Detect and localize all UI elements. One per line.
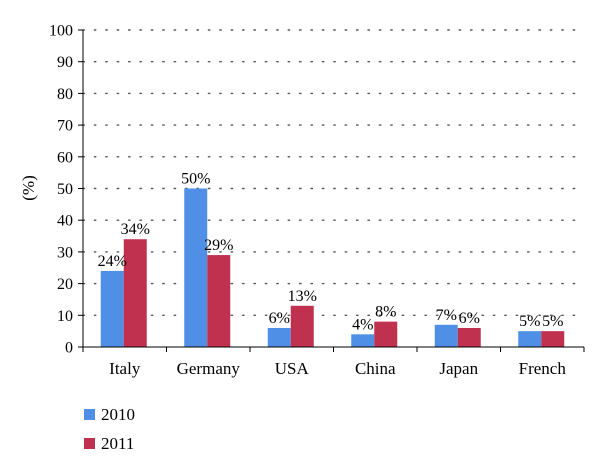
legend-swatch-2010 (84, 409, 95, 420)
data-label-2010-italy: 24% (98, 253, 127, 270)
y-tick-label-60: 60 (57, 149, 73, 166)
bar-2011-usa (290, 305, 314, 347)
bar-2010-china (351, 334, 375, 347)
bar-2011-germany (207, 255, 231, 347)
y-tick-label-90: 90 (57, 54, 73, 71)
y-tick-label-70: 70 (57, 118, 73, 135)
grid-lines (82, 29, 585, 316)
category-label-french: French (519, 359, 567, 378)
legend-swatch-2011 (84, 438, 95, 449)
bar-2011-japan (457, 327, 481, 347)
y-tick-label-80: 80 (57, 86, 73, 103)
data-label-2010-china: 4% (352, 316, 373, 333)
bars (100, 188, 565, 347)
data-label-2011-china: 8% (375, 304, 396, 321)
category-label-italy: Italy (109, 359, 141, 378)
data-label-2011-germany: 29% (204, 237, 233, 254)
data-label-2010-french: 5% (519, 313, 540, 330)
y-tick-label-0: 0 (65, 340, 73, 357)
data-label-2010-japan: 7% (436, 307, 457, 324)
x-category-labels: Italy Germany USA China Japan French (109, 359, 566, 378)
data-label-2011-italy: 34% (121, 221, 150, 238)
bar-2010-usa (267, 327, 291, 347)
bar-2011-china (374, 321, 398, 347)
category-label-usa: USA (275, 359, 310, 378)
bar-2010-italy (100, 270, 124, 347)
legend: 2010 2011 (84, 405, 135, 453)
data-label-2011-french: 5% (542, 313, 563, 330)
category-label-china: China (355, 359, 396, 378)
data-label-2010-usa: 6% (269, 310, 290, 327)
category-label-germany: Germany (177, 359, 241, 378)
data-labels: 24%34%50%29%6%13%4%8% 7% 6% 5% 5% (98, 171, 564, 334)
bar-2010-japan (434, 324, 458, 347)
y-tick-labels: 0 10 20 30 40 50 60 70 80 90 100 (49, 23, 73, 357)
data-label-2011-usa: 13% (288, 288, 317, 305)
bar-2010-germany (184, 188, 208, 347)
y-tick-label-100: 100 (49, 23, 73, 40)
bar-2011-italy (123, 239, 147, 347)
bar-2010-french (518, 331, 542, 347)
data-label-2011-japan: 6% (459, 310, 480, 327)
legend-label-2010: 2010 (101, 405, 135, 424)
bar-2011-french (541, 331, 565, 347)
y-tick-label-40: 40 (57, 213, 73, 230)
data-label-2010-germany: 50% (181, 171, 210, 188)
y-tick-label-30: 30 (57, 244, 73, 261)
category-label-japan: Japan (439, 359, 478, 378)
legend-label-2011: 2011 (101, 434, 134, 453)
axes (78, 29, 585, 352)
y-axis-title: (%) (19, 175, 38, 200)
y-tick-label-50: 50 (57, 181, 73, 198)
y-tick-label-20: 20 (57, 276, 73, 293)
y-tick-label-10: 10 (57, 308, 73, 325)
